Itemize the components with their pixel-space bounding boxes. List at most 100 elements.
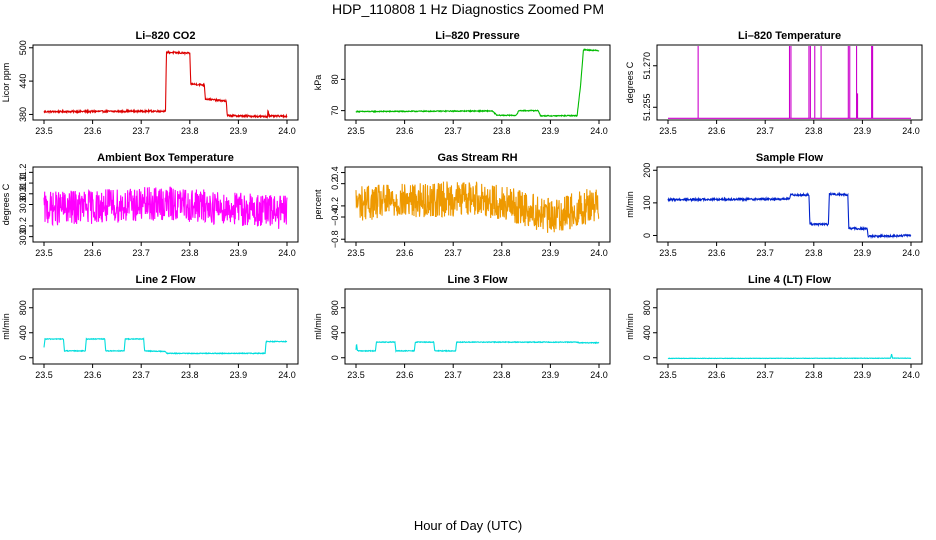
y-tick-label: 0: [330, 355, 340, 360]
x-tick-label: 23.5: [347, 370, 365, 380]
x-tick-label: 24.0: [902, 248, 920, 258]
panel-title: Line 3 Flow: [448, 274, 508, 286]
x-tick-label: 23.6: [84, 126, 102, 136]
plot-frame: [656, 44, 923, 121]
x-tick-label: 23.9: [854, 248, 872, 258]
x-tick-label: 23.5: [35, 370, 53, 380]
panel-4: Ambient Box Temperature degrees C 23.5 23.6…: [1, 152, 299, 258]
panel-1: Li–820 CO2 Licor ppm 23.5 23.6 23.7 23.8 23.9 2…: [1, 30, 299, 136]
y-tick-label: 0: [642, 355, 652, 360]
x-tick-label: 23.8: [181, 370, 199, 380]
x-tick-label: 23.9: [854, 370, 872, 380]
y-tick-label: 400: [330, 325, 340, 340]
y-tick-label: −0.8: [330, 230, 340, 248]
x-tick-label: 23.7: [756, 126, 774, 136]
y-tick-label: 100: [642, 195, 652, 210]
x-tick-label: 23.7: [444, 370, 462, 380]
figure-title: HDP_110808 1 Hz Diagnostics Zoomed PM: [331, 1, 605, 17]
panel-8: Line 3 Flow ml/min 23.5 23.6 23.7 23.8 23.9 24.…: [313, 274, 611, 380]
panel-title: Line 4 (LT) Flow: [748, 274, 831, 286]
series-line: [667, 353, 912, 360]
x-tick-label: 23.8: [805, 370, 823, 380]
y-axis-label: ml/min: [1, 313, 11, 340]
x-tick-label: 23.9: [542, 370, 560, 380]
panel-title: Li–820 Temperature: [738, 30, 841, 42]
panel-title: Li–820 Pressure: [435, 30, 519, 42]
plot-frame: [32, 288, 299, 365]
plot-frame: [344, 288, 611, 365]
panel-7: Line 2 Flow ml/min 23.5 23.6 23.7 23.8 23.9 24.…: [1, 274, 299, 380]
y-tick-label: 51.255: [642, 94, 652, 122]
y-tick-label: 400: [642, 325, 652, 340]
y-tick-label: 0: [642, 233, 652, 238]
x-tick-label: 24.0: [278, 126, 296, 136]
series-line: [355, 181, 600, 233]
y-tick-label: 800: [642, 300, 652, 315]
x-tick-label: 23.5: [347, 126, 365, 136]
panel-2: Li–820 Pressure kPa 23.5 23.6 23.7 23.8 23.9 24…: [313, 30, 611, 136]
panel-title: Gas Stream RH: [437, 152, 517, 164]
y-tick-label: 800: [18, 300, 28, 315]
x-tick-label: 23.6: [708, 248, 726, 258]
y-tick-label: 80: [330, 74, 340, 84]
y-axis-label: percent: [313, 189, 323, 220]
x-tick-label: 23.5: [347, 248, 365, 258]
series-line: [355, 340, 600, 353]
x-tick-label: 23.5: [659, 248, 677, 258]
y-axis-label: kPa: [313, 75, 323, 91]
panel-3: Li–820 Temperature degrees C 23.5 23.6 23.7 2…: [625, 30, 923, 136]
y-tick-label: 31.2: [18, 164, 28, 182]
x-tick-label: 23.6: [84, 248, 102, 258]
y-axis-label: degrees C: [625, 61, 635, 103]
x-tick-label: 23.7: [444, 126, 462, 136]
y-tick-label: 51.270: [642, 52, 652, 80]
x-tick-label: 24.0: [590, 126, 608, 136]
x-tick-label: 23.8: [181, 248, 199, 258]
y-tick-label: 0.4: [330, 166, 340, 179]
y-axis-label: degrees C: [1, 183, 11, 225]
x-tick-label: 23.6: [708, 126, 726, 136]
x-tick-label: 23.7: [132, 248, 150, 258]
x-tick-label: 23.5: [659, 370, 677, 380]
x-tick-label: 23.8: [493, 126, 511, 136]
x-tick-label: 23.5: [35, 248, 53, 258]
x-tick-label: 23.8: [181, 126, 199, 136]
y-tick-label: 30.6: [18, 196, 28, 214]
series-line: [355, 48, 600, 118]
y-axis-label: Licor ppm: [1, 63, 11, 103]
y-tick-label: 400: [18, 325, 28, 340]
y-tick-label: 500: [18, 40, 28, 55]
x-tick-label: 24.0: [278, 370, 296, 380]
series-line: [43, 186, 288, 229]
series-line: [668, 46, 911, 119]
panel-6: Sample Flow ml/min 23.5 23.6 23.7 23.8 23.9 24.…: [625, 152, 923, 258]
x-tick-label: 23.7: [756, 370, 774, 380]
x-tick-label: 24.0: [902, 126, 920, 136]
x-tick-label: 23.9: [230, 248, 248, 258]
y-tick-label: 0: [18, 355, 28, 360]
x-tick-label: 23.7: [132, 370, 150, 380]
panel-title: Sample Flow: [756, 152, 824, 164]
plot-frame: [656, 166, 923, 243]
x-tick-label: 23.6: [396, 370, 414, 380]
x-axis-label: Hour of Day (UTC): [413, 518, 523, 533]
series-line: [43, 337, 288, 355]
y-axis-label: ml/min: [313, 313, 323, 340]
x-tick-label: 23.8: [493, 370, 511, 380]
plot-frame: [32, 44, 299, 121]
x-tick-label: 23.9: [542, 248, 560, 258]
panel-title: Ambient Box Temperature: [97, 152, 234, 164]
x-tick-label: 24.0: [590, 370, 608, 380]
x-tick-label: 23.8: [805, 126, 823, 136]
y-tick-label: 800: [330, 300, 340, 315]
x-tick-label: 24.0: [278, 248, 296, 258]
panel-title: Line 2 Flow: [136, 274, 196, 286]
y-tick-label: 0.2: [330, 177, 340, 190]
x-tick-label: 23.6: [708, 370, 726, 380]
panel-5: Gas Stream RH percent 23.5 23.6 23.7 23.8 23.9…: [313, 152, 611, 258]
y-tick-label: 30.2: [18, 217, 28, 235]
y-tick-label: −0.2: [330, 197, 340, 215]
y-axis-label: ml/min: [625, 313, 635, 340]
x-tick-label: 23.9: [230, 126, 248, 136]
